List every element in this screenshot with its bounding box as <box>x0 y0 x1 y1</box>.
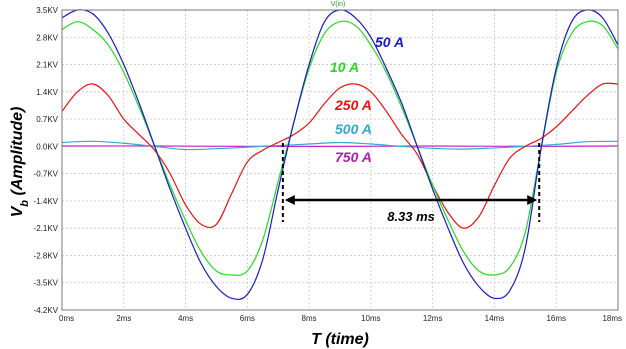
x-tick-label: 8ms <box>302 314 317 323</box>
y-axis-title: Vb (Amplitude) <box>9 107 31 218</box>
y-tick-label: 1.4KV <box>36 88 58 97</box>
y-tick-label: -1.4KV <box>34 197 59 206</box>
series-label: 10 A <box>330 59 359 75</box>
x-tick-label: 2ms <box>116 314 131 323</box>
plot-frame <box>61 9 619 311</box>
series-line-250-a <box>61 82 619 229</box>
series-label: 250 A <box>334 97 372 113</box>
series-labels: 50 A 10 A 250 A 500 A 750 A <box>330 34 404 165</box>
x-tick-label: 12ms <box>423 314 443 323</box>
y-tick-label: 0.7KV <box>36 115 58 124</box>
x-axis-title: T (time) <box>311 331 369 348</box>
series-label: 50 A <box>375 34 404 50</box>
y-axis-ticks: 3.5KV 2.8KV 2.1KV 1.4KV 0.7KV 0.0KV -0.7KV -1.4… <box>34 6 59 315</box>
y-tick-label: 3.5KV <box>36 6 58 15</box>
x-axis-ticks: 0ms 2ms 4ms 6ms 8ms 10ms 12ms 14ms 16ms 18ms <box>59 314 622 323</box>
y-tick-label: 2.1KV <box>36 61 58 70</box>
x-tick-label: 0ms <box>59 314 74 323</box>
x-tick-label: 14ms <box>485 314 505 323</box>
y-tick-label: 0.0KV <box>36 142 58 151</box>
series-label: 750 A <box>335 149 372 165</box>
x-tick-label: 10ms <box>361 314 381 323</box>
y-axis-title-subscript: b <box>19 200 31 207</box>
y-tick-label: -2.8KV <box>34 251 59 260</box>
annotation-arrowhead-left <box>284 195 295 205</box>
series-label: 500 A <box>335 121 372 137</box>
y-tick-label: -2.1KV <box>34 224 59 233</box>
y-tick-label: 2.8KV <box>36 33 58 42</box>
y-axis-title-rest: (Amplitude) <box>9 107 26 200</box>
x-tick-label: 6ms <box>240 314 255 323</box>
y-tick-label: -0.7KV <box>34 170 59 179</box>
y-axis-title-main: V <box>9 205 26 217</box>
x-tick-label: 16ms <box>546 314 566 323</box>
period-annotation: 8.33 ms <box>281 143 541 224</box>
y-tick-label: -3.5KV <box>34 279 59 288</box>
top-trace-label: V(in) <box>331 1 346 8</box>
x-tick-label: 4ms <box>178 314 193 323</box>
y-tick-label: -4.2KV <box>34 306 59 315</box>
annotation-label: 8.33 ms <box>387 209 435 224</box>
annotation-arrowhead-right <box>527 195 538 205</box>
series-lines <box>61 9 619 300</box>
x-tick-label: 18ms <box>602 314 622 323</box>
